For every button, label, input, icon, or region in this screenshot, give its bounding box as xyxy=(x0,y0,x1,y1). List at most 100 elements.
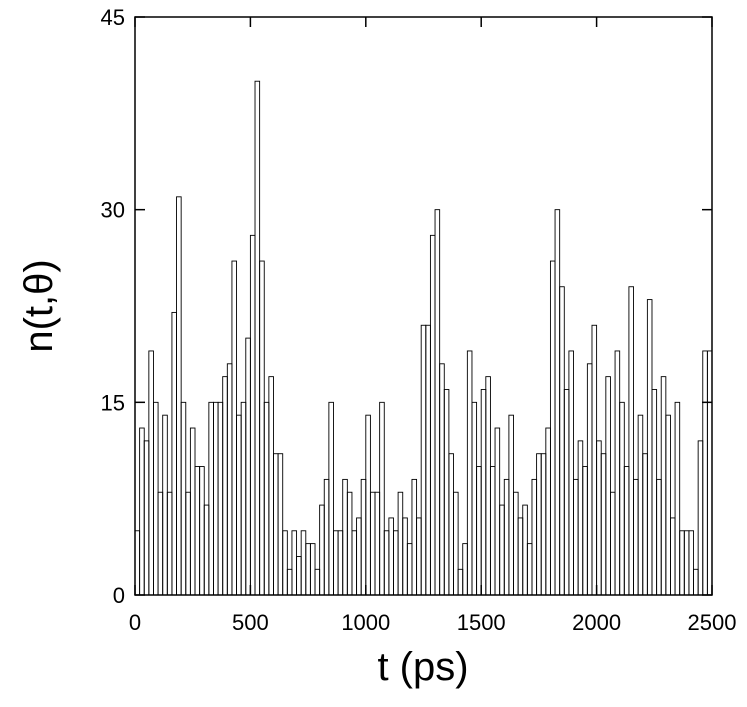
bar xyxy=(642,453,648,596)
bar xyxy=(619,401,625,596)
bar xyxy=(393,530,399,596)
bar xyxy=(208,401,214,596)
bar xyxy=(443,389,450,596)
bar xyxy=(434,209,441,596)
bar xyxy=(185,491,191,596)
bar xyxy=(199,466,205,596)
bar xyxy=(674,401,681,596)
bar xyxy=(397,491,404,596)
bar xyxy=(254,80,261,596)
bar xyxy=(245,337,251,596)
bar xyxy=(240,401,247,596)
bar xyxy=(249,234,256,596)
bar xyxy=(217,401,224,596)
y-tick-label: 0 xyxy=(113,583,125,608)
bar xyxy=(296,556,302,596)
bar xyxy=(508,414,514,596)
bar xyxy=(628,286,634,596)
bar xyxy=(425,324,431,596)
bar xyxy=(679,530,685,596)
bar xyxy=(157,491,164,596)
bar xyxy=(176,196,182,596)
bar xyxy=(614,350,621,596)
bar xyxy=(328,401,334,596)
bar xyxy=(342,478,348,596)
bar xyxy=(466,350,473,596)
bar xyxy=(549,260,556,596)
bar xyxy=(402,517,408,596)
bar xyxy=(651,389,658,596)
x-tick-label: 1000 xyxy=(341,610,390,635)
bar xyxy=(194,466,201,596)
bar xyxy=(522,504,528,596)
bar xyxy=(568,350,574,596)
bar xyxy=(337,530,344,596)
bar xyxy=(369,491,376,596)
bar xyxy=(277,453,284,596)
x-tick-label: 0 xyxy=(129,610,141,635)
x-axis-label: t (ps) xyxy=(377,645,468,689)
x-tick-label: 500 xyxy=(232,610,269,635)
bar xyxy=(609,491,616,596)
x-tick-label: 2500 xyxy=(688,610,737,635)
bar xyxy=(333,530,339,596)
bar xyxy=(480,389,487,596)
bar xyxy=(471,401,478,596)
bar xyxy=(499,504,505,596)
bar xyxy=(596,440,602,596)
bar xyxy=(351,530,358,596)
bar xyxy=(545,427,551,596)
bar xyxy=(213,401,219,596)
bar xyxy=(462,543,468,596)
bar xyxy=(600,453,607,596)
bar xyxy=(319,504,325,596)
bar xyxy=(660,376,667,596)
bar xyxy=(379,401,385,596)
bar xyxy=(189,427,196,596)
bar xyxy=(323,478,330,596)
bar xyxy=(374,491,381,596)
bar xyxy=(591,324,598,596)
bar xyxy=(688,530,694,596)
bar xyxy=(346,491,353,596)
bar xyxy=(513,491,519,596)
bar xyxy=(231,260,238,596)
bar xyxy=(582,466,588,596)
bar xyxy=(577,440,584,596)
bar xyxy=(222,376,228,596)
bar xyxy=(489,466,496,596)
bar xyxy=(633,478,639,596)
bar xyxy=(139,427,145,596)
bar xyxy=(485,376,491,596)
y-tick-label: 15 xyxy=(101,390,125,415)
bar xyxy=(383,530,390,596)
bar xyxy=(517,517,524,596)
bar xyxy=(203,504,210,596)
bar xyxy=(457,568,464,596)
bar xyxy=(356,517,362,596)
bar xyxy=(531,478,538,596)
bar xyxy=(259,260,265,596)
bar xyxy=(162,414,168,596)
y-axis-label: n(t,θ) xyxy=(17,259,61,352)
bar xyxy=(226,363,233,596)
bar xyxy=(148,350,154,596)
bar xyxy=(665,414,671,596)
bar xyxy=(476,466,482,596)
bar xyxy=(411,478,418,596)
bar xyxy=(171,311,177,596)
bar xyxy=(309,543,316,596)
y-tick-label: 30 xyxy=(101,198,125,223)
bar xyxy=(300,530,307,596)
x-tick-label: 1500 xyxy=(457,610,506,635)
bar xyxy=(314,568,321,596)
bar xyxy=(573,478,579,596)
bar xyxy=(693,568,699,596)
bar xyxy=(559,286,565,596)
bar xyxy=(536,453,542,596)
bar xyxy=(448,453,454,596)
bar xyxy=(637,414,644,596)
bar xyxy=(153,401,159,596)
bar xyxy=(180,401,187,596)
